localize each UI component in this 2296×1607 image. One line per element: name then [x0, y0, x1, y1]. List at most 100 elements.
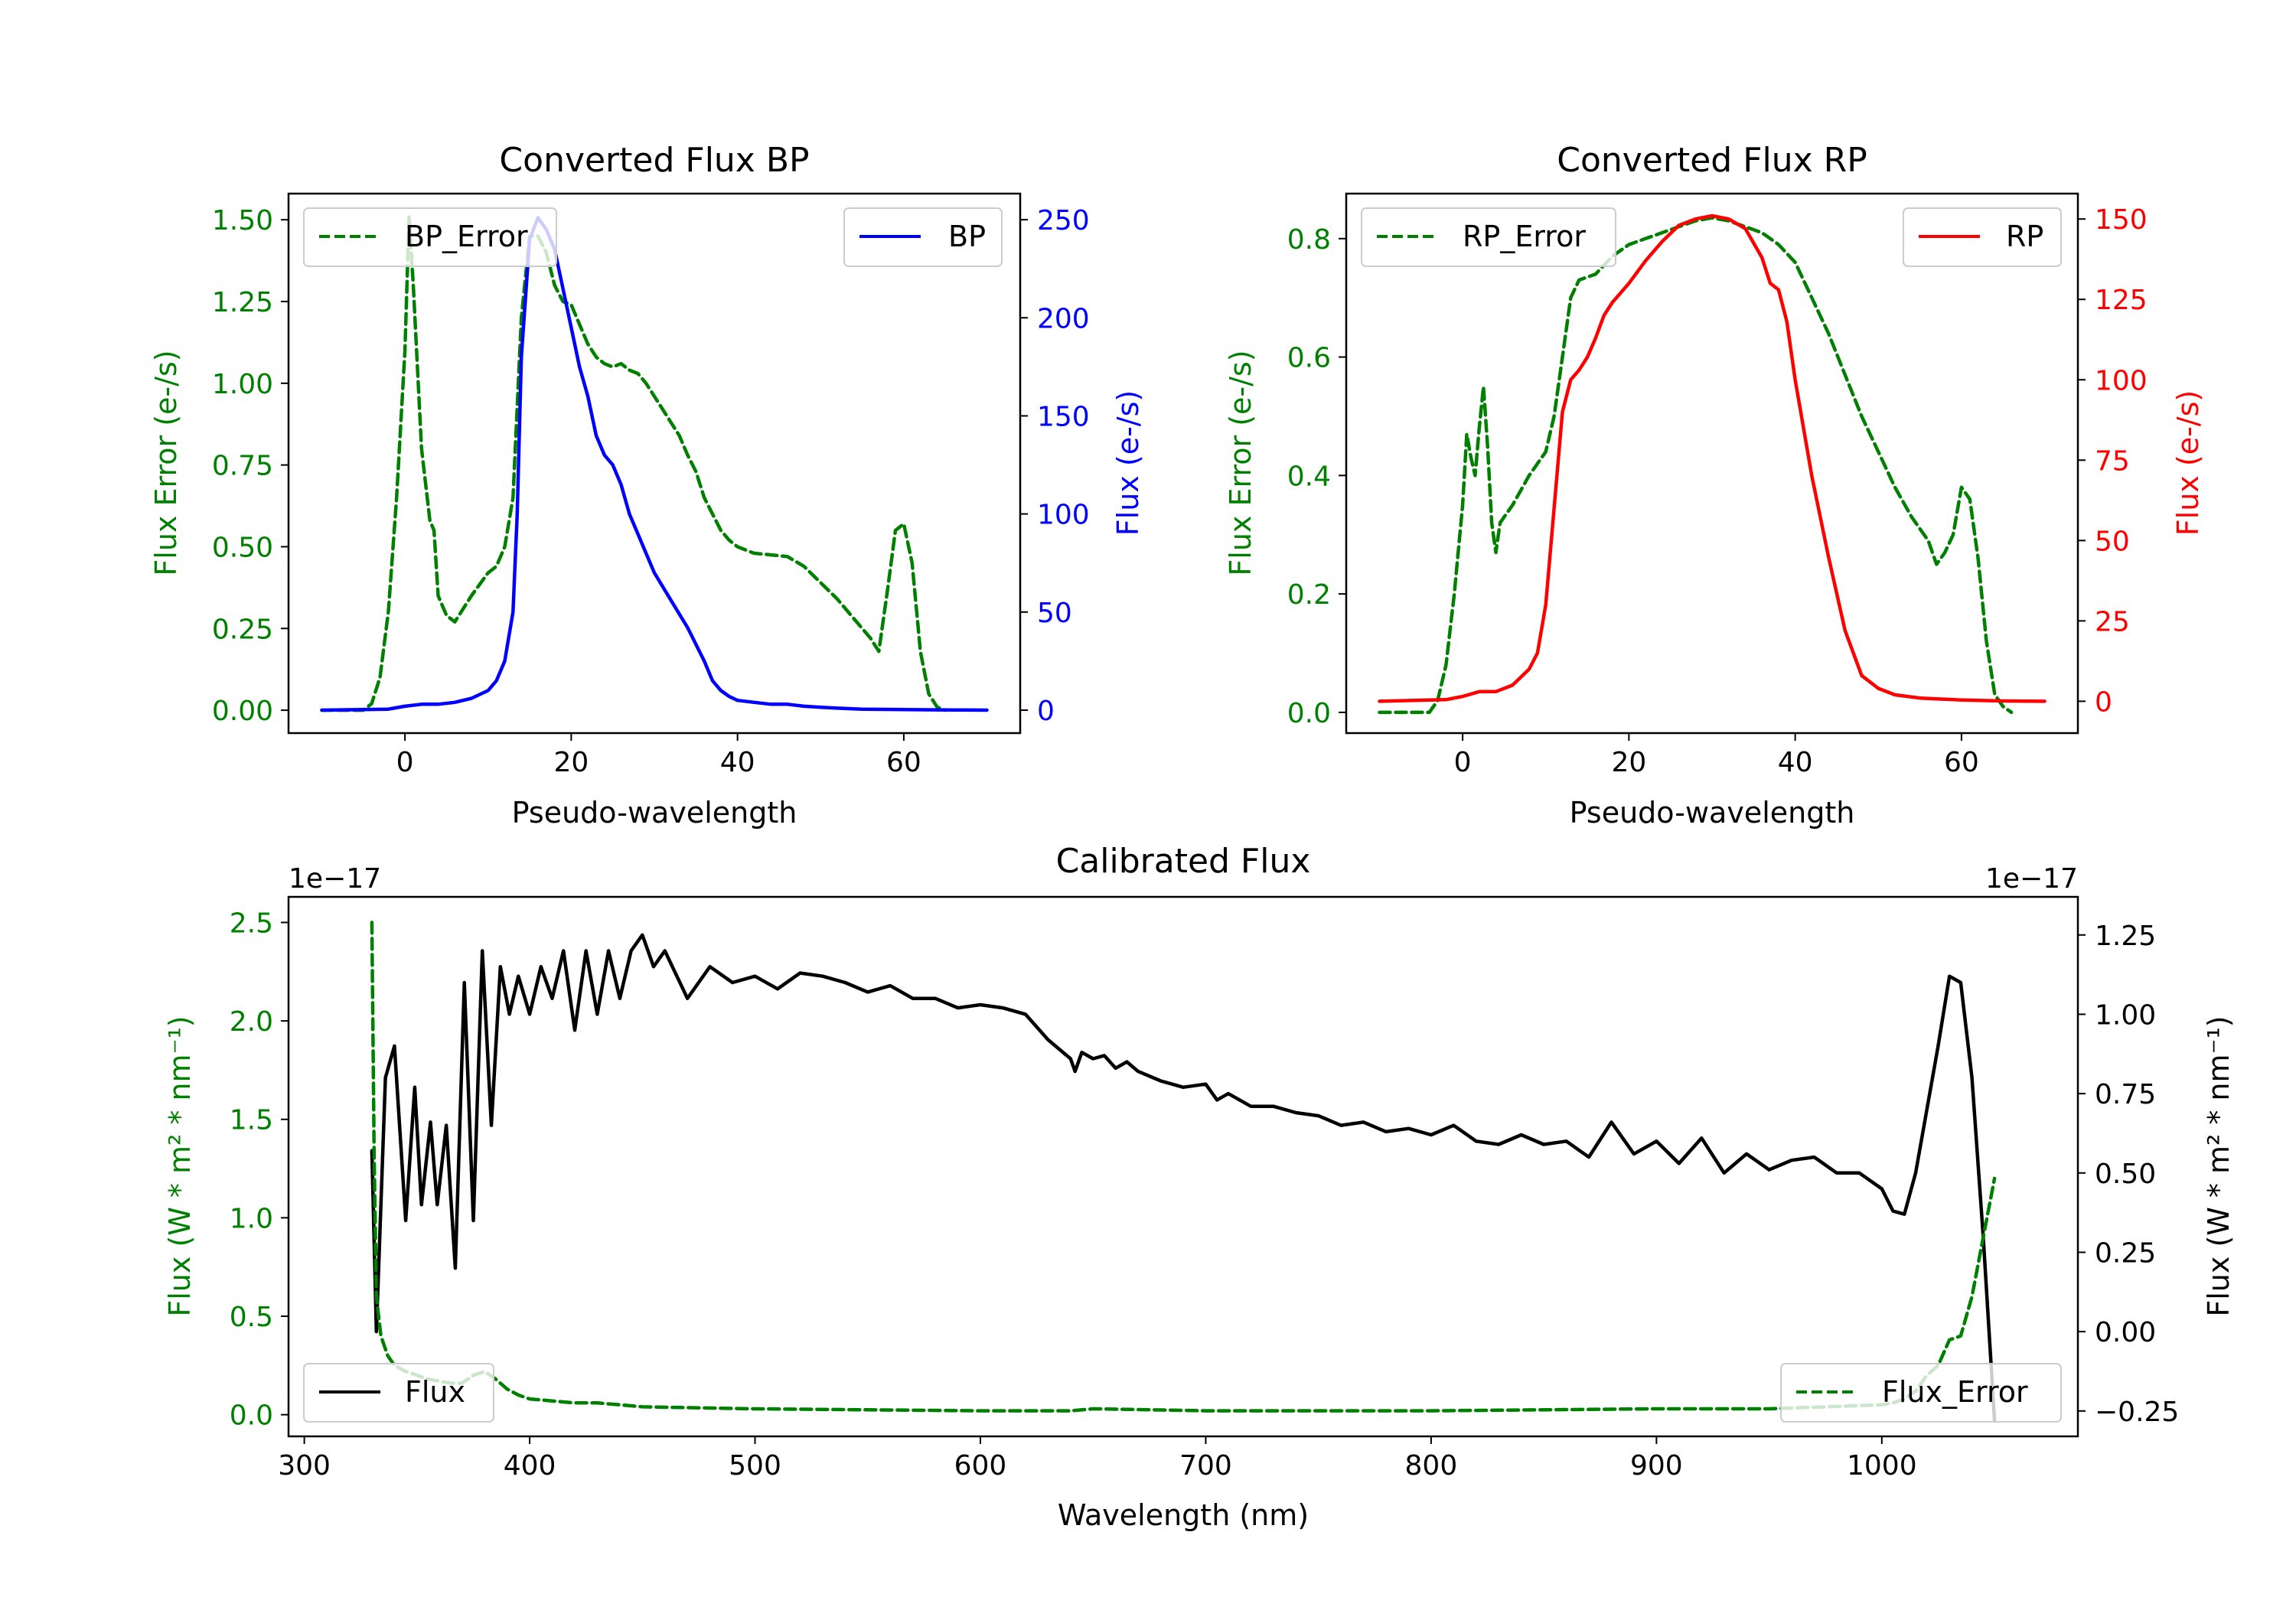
right-y-tick-label: 50: [2095, 526, 2130, 557]
left-y-ticks: 0.0 0.2 0.4 0.6 0.8: [1287, 224, 1346, 729]
legend-bp-error: BP_Error: [303, 207, 557, 267]
legend-box: [1780, 1363, 2062, 1423]
left-y-axis-label: Flux Error (e-/s): [149, 350, 183, 575]
x-tick-label: 40: [720, 747, 755, 778]
legend-label: BP_Error: [405, 220, 528, 253]
right-y-tick-label: 125: [2095, 285, 2148, 316]
right-y-tick-label: 1.00: [2095, 999, 2156, 1031]
x-tick-label: 400: [504, 1450, 556, 1482]
chart-title: Converted Flux BP: [499, 141, 809, 180]
legend-label: Flux_Error: [1882, 1375, 2028, 1409]
x-tick-label: 60: [886, 747, 921, 778]
left-y-tick-label: 1.00: [212, 369, 273, 400]
right-y-ticks: 0 50 100 150 200 250: [1020, 205, 1090, 727]
left-y-tick-label: 0.50: [212, 532, 273, 563]
right-y-tick-label: 0.25: [2095, 1237, 2156, 1269]
legend-box: [303, 1363, 494, 1423]
right-y-tick-label: 1.25: [2095, 921, 2156, 952]
x-axis-label: Wavelength (nm): [1058, 1498, 1309, 1532]
x-tick-label: 800: [1405, 1450, 1458, 1482]
right-y-tick-label: 200: [1037, 303, 1090, 334]
legend-flux: Flux: [303, 1363, 494, 1423]
left-y-tick-label: 1.0: [230, 1203, 273, 1234]
left-y-tick-label: 0.0: [230, 1400, 273, 1432]
right-y-tick-label: 0: [2095, 686, 2112, 718]
left-offset-label: 1e−17: [289, 863, 381, 895]
legend-rp: RP: [1903, 207, 2062, 267]
series-line-bp: [320, 216, 989, 712]
legend-box: [843, 207, 1003, 267]
left-y-tick-label: 0.6: [1287, 343, 1331, 374]
left-y-tick-label: 2.5: [230, 908, 273, 939]
left-y-tick-label: 0.2: [1287, 579, 1331, 611]
x-axis-label: Pseudo-wavelength: [1570, 796, 1855, 830]
x-tick-label: 900: [1630, 1450, 1683, 1482]
x-tick-label: 0: [1454, 747, 1472, 778]
left-y-tick-label: 1.50: [212, 205, 273, 236]
axes-frame: [1345, 192, 2079, 735]
panel-converted-flux-bp: Converted Flux BP 0 20 40 60 0.000.250.500.…: [149, 141, 1145, 830]
x-tick-label: 1000: [1847, 1450, 1917, 1482]
left-y-tick-label: 0.25: [212, 614, 273, 645]
legend-label: RP_Error: [1463, 220, 1586, 253]
right-y-axis-label: Flux (W * m² * nm⁻¹): [2202, 1015, 2236, 1316]
right-y-tick-label: 50: [1037, 598, 1072, 629]
right-y-axis-label: Flux (e-/s): [1111, 390, 1145, 536]
panel-converted-flux-rp: Converted Flux RP 0 20 40 60 0.00.20.40.60.…: [1224, 141, 2205, 830]
right-y-tick-label: 0.75: [2095, 1079, 2156, 1110]
right-y-tick-label: 100: [1037, 500, 1090, 531]
x-tick-label: 700: [1179, 1450, 1232, 1482]
left-y-tick-label: 0.8: [1287, 224, 1331, 256]
legend-label: BP: [948, 220, 986, 253]
legend-bp: BP: [843, 207, 1003, 267]
right-y-tick-label: 25: [2095, 606, 2130, 637]
series-line-bp-error: [320, 214, 947, 712]
left-y-ticks: 0.00 0.25 0.50 0.75 1.00 1.25 1.50: [212, 205, 289, 727]
legend-label: RP: [2006, 220, 2043, 253]
right-offset-label: 1e−17: [1985, 863, 2078, 895]
legend-box: [303, 207, 557, 267]
right-y-tick-label: 150: [1037, 401, 1090, 432]
series-group: [320, 214, 989, 712]
right-y-ticks: −0.25 0.00 0.25 0.50 0.75 1.00 1.25: [2078, 921, 2179, 1428]
right-y-tick-label: −0.25: [2095, 1397, 2179, 1428]
panel-calibrated-flux: Calibrated Flux 1e−17 1e−17 300 400 500 600…: [163, 842, 2236, 1532]
right-y-axis-label: Flux (e-/s): [2171, 390, 2205, 536]
left-y-tick-label: 0.4: [1287, 461, 1331, 492]
right-y-tick-label: 250: [1037, 205, 1090, 236]
series-line-flux: [370, 933, 1997, 1423]
x-ticks: 0 20 40 60: [396, 733, 921, 778]
left-y-tick-label: 0.00: [212, 696, 273, 727]
chart-title: Calibrated Flux: [1056, 842, 1311, 881]
right-y-tick-label: 0.00: [2095, 1317, 2156, 1348]
axes-frame: [287, 895, 2079, 1438]
series-line-rp-error: [1378, 216, 2014, 715]
left-y-tick-label: 0.5: [230, 1302, 273, 1333]
legend-box: [1903, 207, 2062, 267]
chart-title: Converted Flux RP: [1557, 141, 1867, 180]
left-y-ticks: 0.0 0.5 1.0 1.5 2.0 2.5: [230, 908, 289, 1432]
legend-box: [1361, 207, 1616, 267]
x-tick-label: 500: [729, 1450, 781, 1482]
legend-label: Flux: [405, 1375, 465, 1409]
x-tick-label: 60: [1944, 747, 1979, 778]
right-y-tick-label: 150: [2095, 204, 2148, 236]
right-y-tick-label: 0.50: [2095, 1159, 2156, 1190]
x-tick-label: 40: [1778, 747, 1813, 778]
legend-rp-error: RP_Error: [1361, 207, 1616, 267]
series-line-rp: [1378, 214, 2047, 703]
left-y-axis-label: Flux Error (e-/s): [1224, 350, 1257, 575]
right-y-ticks: 0 25 50 75 100 125 150: [2078, 204, 2148, 718]
x-axis-label: Pseudo-wavelength: [512, 796, 797, 830]
right-y-tick-label: 100: [2095, 365, 2148, 396]
left-y-tick-label: 0.0: [1287, 698, 1331, 729]
x-tick-label: 20: [1611, 747, 1646, 778]
x-ticks: 300 400 500 600 700 800 900 1000: [278, 1436, 1917, 1482]
x-tick-label: 600: [954, 1450, 1007, 1482]
x-tick-label: 20: [553, 747, 589, 778]
left-y-tick-label: 2.0: [230, 1006, 273, 1038]
right-y-tick-label: 75: [2095, 445, 2130, 477]
legend-flux-error: Flux_Error: [1780, 1363, 2062, 1423]
axes-frame: [287, 192, 1022, 735]
